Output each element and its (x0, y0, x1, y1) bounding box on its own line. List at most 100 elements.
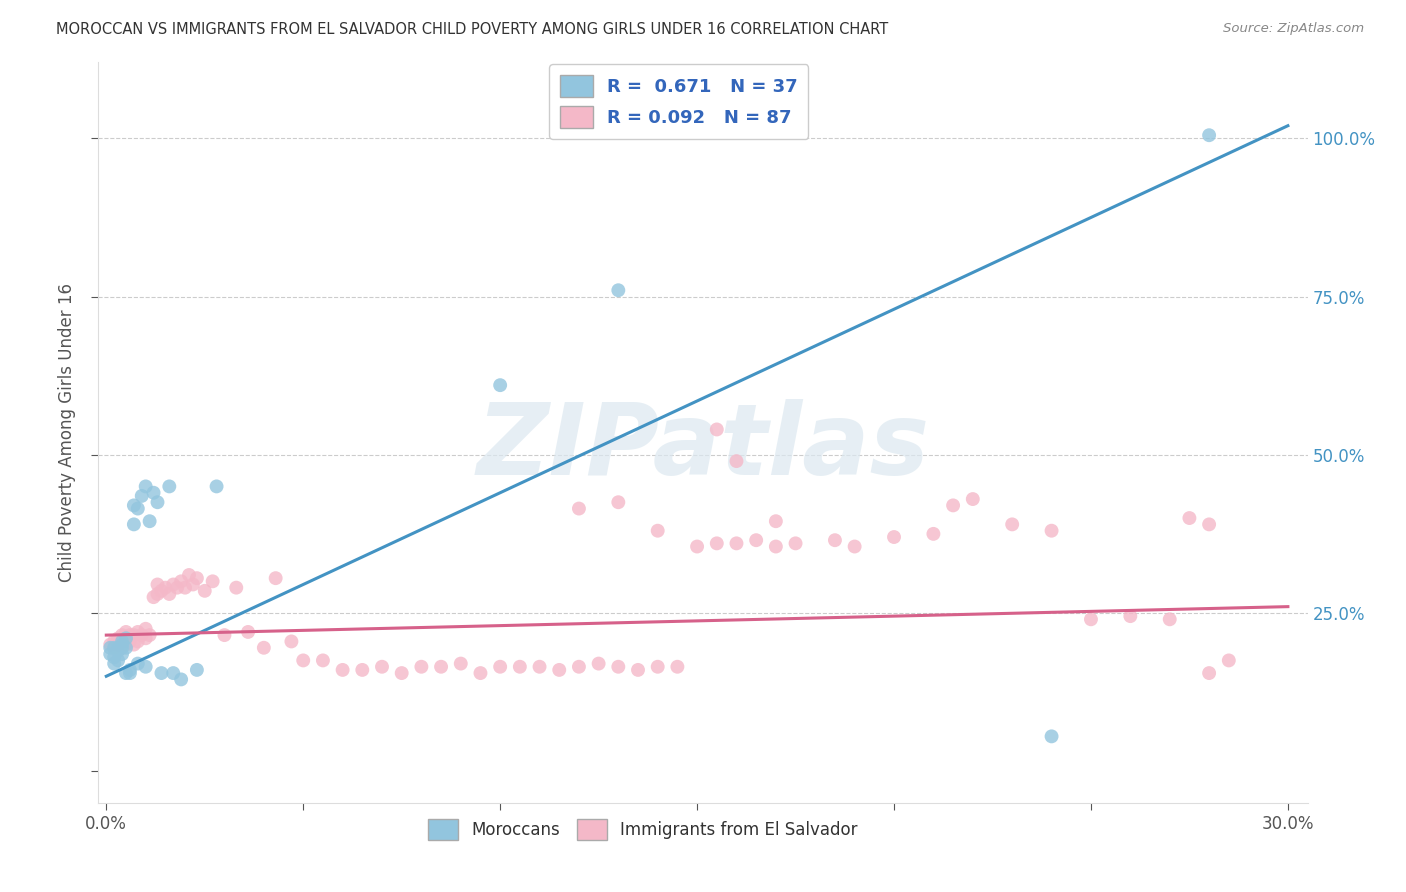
Point (489, 378, 512, 392)
Point (170, 574, 193, 589)
Point (107, 632, 129, 646)
Point (103, 657, 125, 671)
Point (118, 666, 141, 681)
Point (103, 640, 125, 655)
Point (1178, 511, 1201, 525)
Point (391, 666, 413, 681)
Point (253, 640, 276, 655)
Point (138, 514, 160, 528)
Point (115, 632, 138, 646)
Point (236, 624, 259, 639)
Point (922, 527, 945, 541)
Point (1198, 517, 1220, 532)
Point (157, 587, 180, 601)
Point (824, 533, 846, 548)
Point (725, 454, 748, 468)
Point (127, 624, 149, 639)
Y-axis label: Child Poverty Among Girls Under 16: Child Poverty Among Girls Under 16 (58, 283, 76, 582)
Point (131, 489, 153, 503)
Legend: Moroccans, Immigrants from El Salvador: Moroccans, Immigrants from El Salvador (420, 813, 865, 847)
Point (280, 634, 302, 648)
Point (162, 666, 184, 681)
Point (607, 283, 630, 297)
Point (98, 647, 121, 661)
Point (122, 517, 145, 532)
Point (111, 628, 134, 642)
Point (115, 640, 138, 655)
Point (470, 666, 492, 681)
Point (450, 657, 472, 671)
Point (146, 587, 169, 601)
Point (607, 495, 630, 509)
Point (1198, 666, 1220, 681)
Point (146, 495, 169, 509)
Point (588, 657, 610, 671)
Point (942, 499, 965, 513)
Point (118, 628, 141, 642)
Point (686, 540, 709, 554)
Point (430, 659, 453, 673)
Point (765, 514, 787, 528)
Point (352, 663, 374, 677)
Point (1040, 524, 1063, 538)
Point (181, 577, 204, 591)
Point (194, 583, 217, 598)
Point (150, 666, 173, 681)
Text: MOROCCAN VS IMMIGRANTS FROM EL SALVADOR CHILD POVERTY AMONG GIRLS UNDER 16 CORRE: MOROCCAN VS IMMIGRANTS FROM EL SALVADOR … (56, 22, 889, 37)
Point (115, 638, 138, 652)
Point (411, 659, 433, 673)
Point (647, 659, 669, 673)
Point (205, 479, 228, 493)
Point (103, 650, 125, 665)
Point (107, 640, 129, 655)
Point (1040, 730, 1063, 744)
Point (568, 501, 591, 516)
Point (962, 491, 984, 506)
Point (162, 577, 184, 591)
Point (118, 634, 141, 648)
Point (111, 638, 134, 652)
Point (111, 634, 134, 648)
Point (312, 653, 335, 667)
Point (170, 673, 193, 687)
Point (225, 581, 247, 595)
Point (529, 659, 551, 673)
Point (186, 663, 208, 677)
Point (118, 663, 141, 677)
Point (135, 632, 157, 646)
Point (568, 659, 591, 673)
Point (107, 653, 129, 667)
Point (607, 659, 630, 673)
Point (332, 663, 354, 677)
Point (627, 663, 650, 677)
Point (107, 638, 129, 652)
Point (142, 590, 165, 604)
Point (1080, 612, 1102, 626)
Point (745, 533, 768, 548)
Point (115, 666, 138, 681)
Point (127, 657, 149, 671)
Point (844, 540, 866, 554)
Point (548, 663, 571, 677)
Point (765, 540, 787, 554)
Point (115, 624, 138, 639)
Point (174, 581, 197, 595)
Point (1119, 609, 1142, 624)
Point (131, 628, 153, 642)
Point (1001, 517, 1024, 532)
Point (785, 536, 807, 550)
Point (146, 577, 169, 591)
Point (706, 422, 728, 436)
Point (127, 501, 149, 516)
Point (371, 659, 394, 673)
Point (135, 659, 157, 673)
Text: ZIPatlas: ZIPatlas (477, 399, 929, 496)
Point (98, 638, 121, 652)
Point (122, 628, 145, 642)
Point (103, 640, 125, 655)
Point (666, 659, 689, 673)
Point (883, 530, 905, 544)
Point (111, 634, 134, 648)
Point (122, 638, 145, 652)
Point (166, 581, 188, 595)
